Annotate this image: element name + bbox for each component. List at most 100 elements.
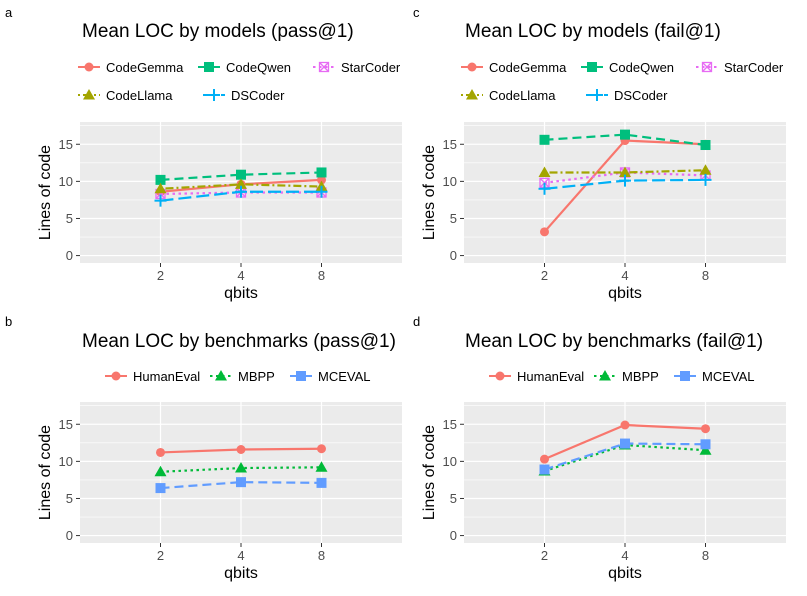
panel-b-letter: b	[5, 314, 12, 329]
legend-item-dscoder: DSCoder	[203, 88, 285, 103]
legend-item-mbpp: MBPP	[210, 369, 275, 384]
panel-a-xtick-label: 2	[157, 268, 164, 283]
panel-a-title: Mean LOC by models (pass@1)	[82, 21, 354, 42]
legend-label: MBPP	[238, 369, 275, 384]
panel-a-ytick-label: 15	[59, 137, 73, 152]
data-point	[235, 178, 247, 189]
panel-b-xlabel: qbits	[224, 565, 258, 582]
data-point	[316, 477, 327, 488]
legend-label: CodeQwen	[609, 60, 674, 75]
panel-a-ytick-label: 10	[59, 174, 73, 189]
panel-a-xtick-label: 8	[318, 268, 325, 283]
panel-d-ytick-label: 10	[443, 454, 457, 469]
data-point	[539, 134, 550, 145]
data-point	[316, 167, 327, 178]
legend-item-dscoder: DSCoder	[586, 88, 668, 103]
panel-c-ytick-label: 15	[443, 137, 457, 152]
panel-b-xtick-label: 2	[157, 548, 164, 563]
panel-d-title: Mean LOC by benchmarks (fail@1)	[465, 331, 763, 352]
legend-key-marker	[208, 89, 220, 101]
legend-key-marker	[680, 371, 690, 381]
legend-label: HumanEval	[517, 369, 584, 384]
data-point	[701, 424, 710, 434]
legend-item-codellama: CodeLlama	[78, 88, 173, 103]
panel-c-xlabel: qbits	[608, 285, 642, 302]
legend-item-starcoder: StarCoder	[696, 60, 784, 75]
legend-key-marker	[204, 62, 214, 72]
panel-d-xlabel: qbits	[608, 565, 642, 582]
panel-a-letter: a	[5, 5, 13, 20]
panel-c-legend: CodeGemma CodeQwen StarCoder CodeLlama DSCod…	[461, 60, 784, 103]
legend-label: StarCoder	[341, 60, 401, 75]
legend-key-marker	[466, 89, 478, 100]
data-point	[236, 477, 246, 488]
panel-c-xtick-label: 8	[702, 268, 709, 283]
panel-d-ytick-label: 0	[450, 528, 457, 543]
data-point	[154, 465, 167, 477]
panel-a-ylabel: Lines of code	[37, 145, 54, 240]
panel-d-xtick-label: 2	[541, 548, 548, 563]
data-point	[235, 185, 247, 198]
data-point	[236, 169, 246, 180]
series-codeqwen	[539, 129, 711, 151]
series-codeqwen	[155, 167, 327, 185]
series-humaneval	[540, 420, 710, 464]
legend-label: MCEVAL	[318, 369, 371, 384]
series-line	[160, 481, 322, 490]
data-point	[700, 140, 711, 151]
panel-a-ytick-label: 5	[66, 211, 73, 226]
data-point	[154, 194, 167, 207]
data-point	[538, 166, 551, 177]
series-mbpp	[154, 461, 328, 477]
panel-a-legend: CodeGemma CodeQwen StarCoder CodeLlama DSCod…	[78, 60, 401, 103]
data-point	[155, 483, 166, 494]
panel-a-xlabel: qbits	[224, 285, 258, 302]
panel-d: d Mean LOC by benchmarks (fail@1) HumanEva…	[413, 314, 786, 582]
panel-d-ylabel: Lines of code	[421, 425, 438, 520]
legend-item-codeqwen: CodeQwen	[198, 60, 291, 75]
legend-key-marker	[318, 61, 330, 73]
legend-key-marker-d2	[319, 62, 329, 72]
data-point	[540, 454, 549, 464]
panel-c-xtick-label: 4	[621, 268, 628, 283]
legend-key-marker	[215, 370, 227, 381]
legend-label: CodeGemma	[489, 60, 567, 75]
series-line	[160, 171, 322, 181]
legend-key-marker	[467, 62, 477, 72]
legend-item-codegemma: CodeGemma	[78, 60, 184, 75]
data-point	[317, 444, 326, 454]
data-point	[539, 464, 550, 475]
panel-c-title: Mean LOC by models (fail@1)	[465, 21, 721, 42]
series-mceval	[155, 477, 327, 494]
legend-key-marker-box	[318, 61, 330, 73]
legend-label: DSCoder	[231, 88, 285, 103]
data-point	[155, 174, 166, 185]
legend-item-mceval: MCEVAL	[290, 369, 371, 384]
panel-d-xtick-label: 8	[702, 548, 709, 563]
series-codellama	[538, 164, 712, 177]
panel-a-xtick-label: 4	[237, 268, 244, 283]
legend-key-marker	[599, 370, 611, 381]
series-line	[544, 133, 706, 147]
legend-key-marker	[591, 89, 603, 101]
legend-key-marker-d2	[702, 62, 712, 72]
data-point	[236, 444, 246, 454]
data-point	[315, 185, 328, 198]
panel-a-ytick-label: 0	[66, 248, 73, 263]
legend-label: HumanEval	[133, 369, 200, 384]
legend-key-marker	[84, 62, 94, 72]
panel-b-xtick-label: 8	[318, 548, 325, 563]
panel-b-title: Mean LOC by benchmarks (pass@1)	[82, 331, 396, 352]
legend-item-humaneval: HumanEval	[489, 369, 584, 384]
data-point	[619, 174, 631, 187]
panel-b-ytick-label: 5	[66, 491, 73, 506]
legend-key-marker	[111, 371, 121, 381]
panel-d-ytick-label: 15	[443, 417, 457, 432]
panel-b-ytick-label: 0	[66, 528, 73, 543]
panel-c-ytick-label: 10	[443, 174, 457, 189]
data-point	[154, 182, 167, 194]
data-point	[700, 439, 711, 450]
legend-key-marker	[587, 62, 597, 72]
legend-key-marker	[296, 371, 306, 381]
